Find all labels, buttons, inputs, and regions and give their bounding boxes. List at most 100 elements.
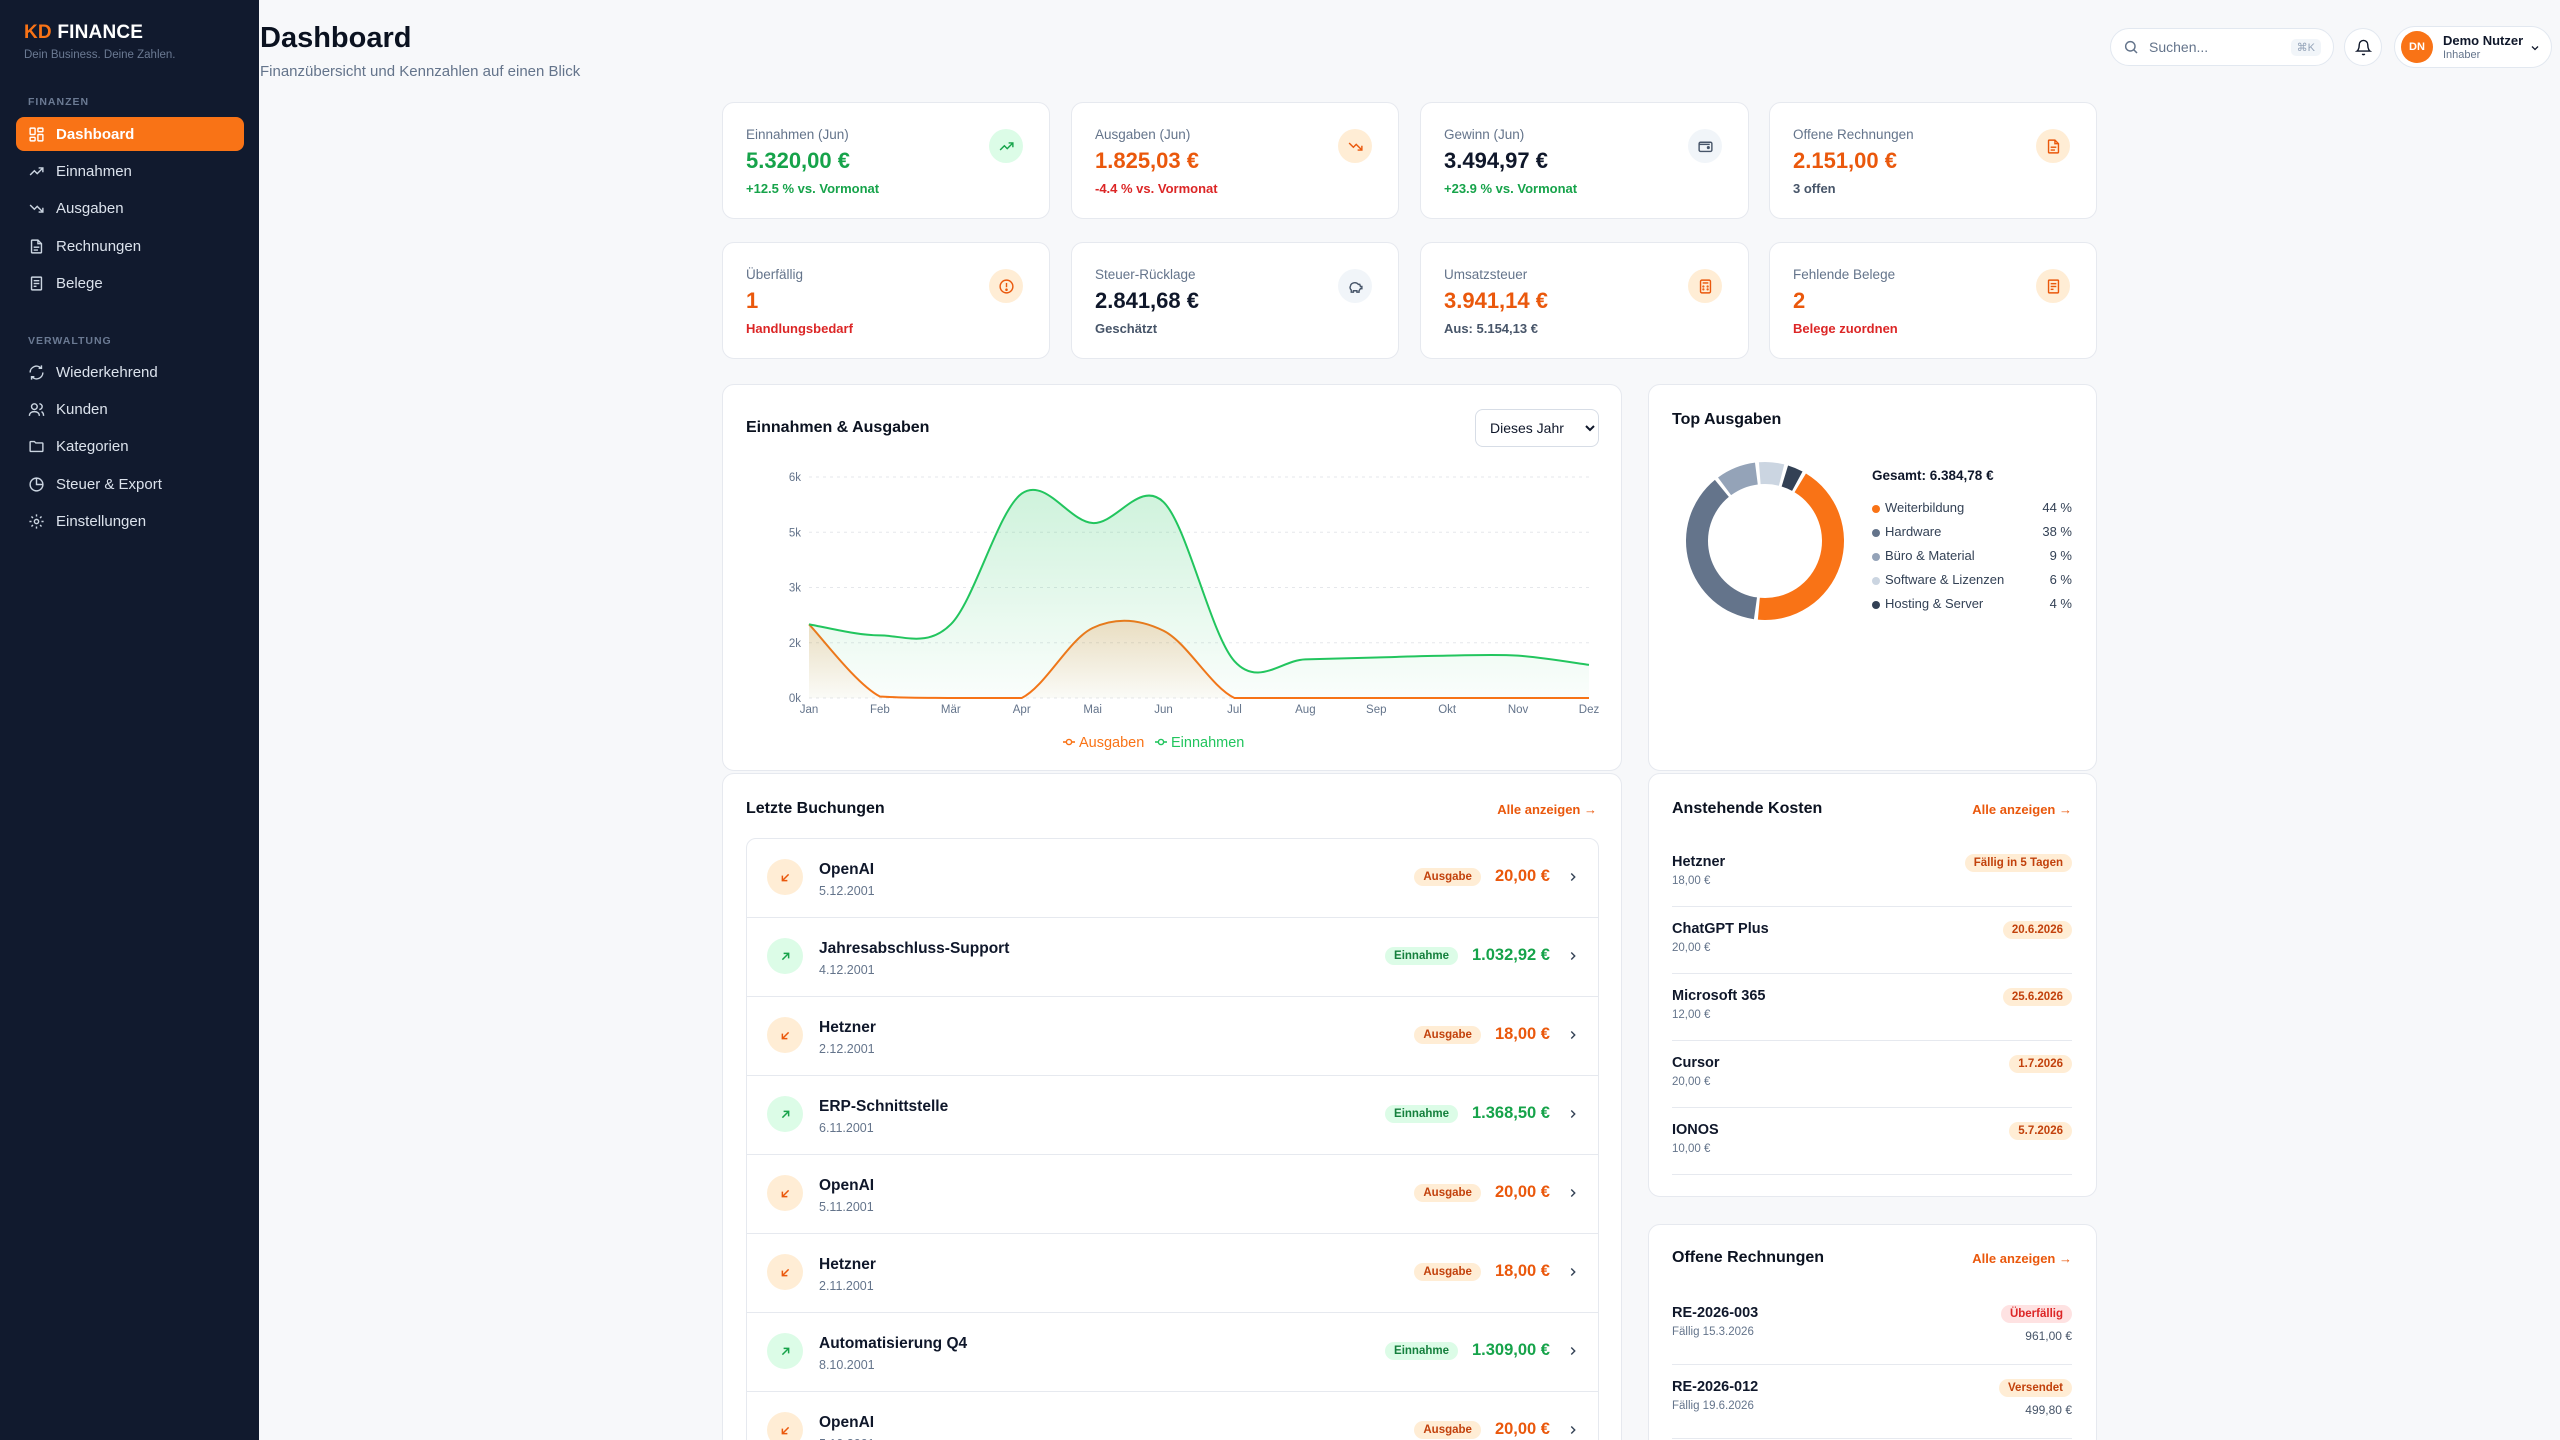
avatar: DN: [2401, 31, 2433, 63]
status-badge: Versendet: [1999, 1379, 2072, 1397]
type-badge: Einnahme: [1385, 1341, 1458, 1360]
table-row[interactable]: Jahresabschluss-Support 4.12.2001 Einnahme…: [747, 918, 1598, 997]
list-item[interactable]: RE-2026-012 Fällig 19.6.2026 Versendet 499,…: [1672, 1365, 2072, 1439]
legend-dot: [1872, 577, 1880, 585]
kpi-card-tax-reserve[interactable]: Steuer-Rücklage 2.841,68 € Geschätzt: [1071, 242, 1399, 359]
list-item[interactable]: Hetzner 18,00 € Fällig in 5 Tagen: [1672, 840, 2072, 907]
sidebar-item-kategorien[interactable]: Kategorien: [16, 429, 244, 463]
chevron-right-icon[interactable]: [1566, 1423, 1580, 1437]
list-item[interactable]: IONOS 10,00 € 5.7.2026: [1672, 1108, 2072, 1175]
trending-down-icon: [29, 203, 44, 213]
legend-label: Einnahmen: [1171, 735, 1244, 751]
list-item[interactable]: Cursor 20,00 € 1.7.2026: [1672, 1041, 2072, 1108]
donut-slice[interactable]: [1758, 462, 1785, 486]
sidebar-item-steuer-export[interactable]: Steuer & Export: [16, 467, 244, 501]
legend-item: Weiterbildung 44 %: [1872, 500, 2072, 520]
series-line-einnahmen[interactable]: [808, 488, 1590, 674]
chevron-right-icon[interactable]: [1566, 1186, 1580, 1200]
type-badge: Ausgabe: [1414, 1025, 1481, 1044]
chevron-right-icon[interactable]: [1566, 1028, 1580, 1042]
table-row[interactable]: OpenAI 5.11.2001 Ausgabe 20,00 €: [747, 1155, 1598, 1234]
table-row[interactable]: OpenAI 5.12.2001 Ausgabe 20,00 €: [747, 839, 1598, 918]
recent-transactions-card: Letzte Buchungen Alle anzeigen → OpenAI 5…: [722, 773, 1622, 1440]
kpi-card-income[interactable]: Einnahmen (Jun) 5.320,00 € +12.5 % vs. V…: [722, 102, 1050, 219]
x-tick-label: Nov: [1508, 704, 1529, 716]
table-row[interactable]: OpenAI 5.10.2001 Ausgabe 20,00 €: [747, 1392, 1598, 1440]
x-tick-label: Jul: [1227, 704, 1242, 716]
upcoming-view-all-link[interactable]: Alle anzeigen →: [1972, 802, 2072, 817]
kpi-card-vat[interactable]: Umsatzsteuer 3.941,14 € Aus: 5.154,13 €: [1420, 242, 1749, 359]
donut-slice[interactable]: [1718, 462, 1758, 496]
type-badge: Einnahme: [1385, 946, 1458, 965]
list-item[interactable]: Microsoft 365 12,00 € 25.6.2026: [1672, 974, 2072, 1041]
cost-amount: 20,00 €: [1672, 942, 1711, 954]
legend-dot: [1872, 529, 1880, 537]
brand-logo[interactable]: KD FINANCE: [24, 22, 144, 43]
legend-item-einnahmen[interactable]: Einnahmen: [1155, 735, 1244, 751]
brand: KD FINANCE Dein Business. Deine Zahlen.: [24, 22, 176, 61]
open-invoices-view-all-link[interactable]: Alle anzeigen →: [1972, 1251, 2072, 1266]
transactions-view-all-link[interactable]: Alle anzeigen →: [1497, 802, 1597, 817]
user-menu[interactable]: DN Demo Nutzer Inhaber: [2394, 26, 2552, 68]
chevron-right-icon[interactable]: [1566, 1107, 1580, 1121]
transaction-date: 8.10.2001: [819, 1358, 875, 1372]
sidebar-item-label: Dashboard: [56, 125, 135, 143]
page-subtitle: Finanzübersicht und Kennzahlen auf einen…: [260, 63, 581, 80]
sidebar-item-kunden[interactable]: Kunden: [16, 392, 244, 426]
donut-slice[interactable]: [1686, 479, 1758, 620]
grid-icon: [29, 126, 44, 142]
list-item[interactable]: RE-2026-003 Fällig 15.3.2026 Überfällig 961…: [1672, 1291, 2072, 1365]
chevron-right-icon[interactable]: [1566, 1344, 1580, 1358]
kpi-value: 2.151,00 €: [1793, 148, 1897, 173]
kpi-card-missing-receipts[interactable]: Fehlende Belege 2 Belege zuordnen: [1769, 242, 2097, 359]
sidebar-item-rechnungen[interactable]: Rechnungen: [16, 229, 244, 263]
search-box[interactable]: ⌘K: [2110, 28, 2334, 66]
sidebar-item-ausgaben[interactable]: Ausgaben: [16, 191, 244, 225]
legend-percent: 44 %: [2042, 500, 2072, 515]
kpi-change: 3 offen: [1793, 181, 1836, 196]
kpi-card-open-invoices[interactable]: Offene Rechnungen 2.151,00 € 3 offen: [1769, 102, 2097, 219]
kpi-value: 2.841,68 €: [1095, 288, 1199, 313]
sidebar-item-einstellungen[interactable]: Einstellungen: [16, 504, 244, 538]
table-row[interactable]: ERP-Schnittstelle 6.11.2001 Einnahme 1.368,…: [747, 1076, 1598, 1155]
chevron-right-icon[interactable]: [1566, 870, 1580, 884]
transaction-date: 6.11.2001: [819, 1121, 874, 1135]
sidebar-item-einnahmen[interactable]: Einnahmen: [16, 154, 244, 188]
table-row[interactable]: Automatisierung Q4 8.10.2001 Einnahme 1.309…: [747, 1313, 1598, 1392]
donut-slice[interactable]: [1781, 465, 1803, 491]
income-expense-chart-card: Einnahmen & Ausgaben Dieses Jahr 0k 2k 3k 5…: [722, 384, 1622, 771]
search-input[interactable]: [2149, 39, 2279, 55]
notifications-button[interactable]: [2344, 28, 2382, 66]
receipt-icon: [2036, 269, 2070, 303]
cost-amount: 18,00 €: [1672, 875, 1711, 887]
table-row[interactable]: Hetzner 2.11.2001 Ausgabe 18,00 €: [747, 1234, 1598, 1313]
y-tick-label: 2k: [789, 638, 801, 650]
kpi-card-expenses[interactable]: Ausgaben (Jun) 1.825,03 € -4.4 % vs. Vor…: [1071, 102, 1399, 219]
top-expenses-total: Gesamt: 6.384,78 €: [1872, 468, 1994, 483]
sidebar-item-wiederkehrend[interactable]: Wiederkehrend: [16, 355, 244, 389]
brand-tagline: Dein Business. Deine Zahlen.: [24, 49, 176, 61]
list-item[interactable]: ChatGPT Plus 20,00 € 20.6.2026: [1672, 907, 2072, 974]
trending-down-icon: [1338, 129, 1372, 163]
cost-name: IONOS: [1672, 1122, 1719, 1138]
period-select[interactable]: Dieses Jahr: [1475, 409, 1599, 447]
sidebar-item-label: Einnahmen: [56, 162, 132, 180]
sidebar-item-belege[interactable]: Belege: [16, 266, 244, 300]
due-badge: 20.6.2026: [2002, 921, 2072, 939]
sidebar-item-label: Ausgaben: [56, 199, 124, 217]
kpi-change: +23.9 % vs. Vormonat: [1444, 181, 1578, 196]
sidebar-item-dashboard[interactable]: Dashboard: [16, 117, 244, 151]
transaction-date: 5.12.2001: [819, 884, 875, 898]
chevron-right-icon[interactable]: [1566, 1265, 1580, 1279]
legend-percent: 9 %: [2049, 548, 2072, 563]
kpi-label: Fehlende Belege: [1793, 267, 1896, 282]
legend-dot: [1872, 601, 1880, 609]
type-badge: Ausgabe: [1414, 1420, 1481, 1439]
table-row[interactable]: Hetzner 2.12.2001 Ausgabe 18,00 €: [747, 997, 1598, 1076]
donut-slice[interactable]: [1757, 473, 1844, 620]
legend-item-ausgaben[interactable]: Ausgaben: [1063, 735, 1144, 751]
kpi-card-profit[interactable]: Gewinn (Jun) 3.494,97 € +23.9 % vs. Vorm…: [1420, 102, 1749, 219]
kpi-card-overdue[interactable]: Überfällig 1 Handlungsbedarf: [722, 242, 1050, 359]
chevron-right-icon[interactable]: [1566, 949, 1580, 963]
page-title: Dashboard: [260, 22, 412, 54]
